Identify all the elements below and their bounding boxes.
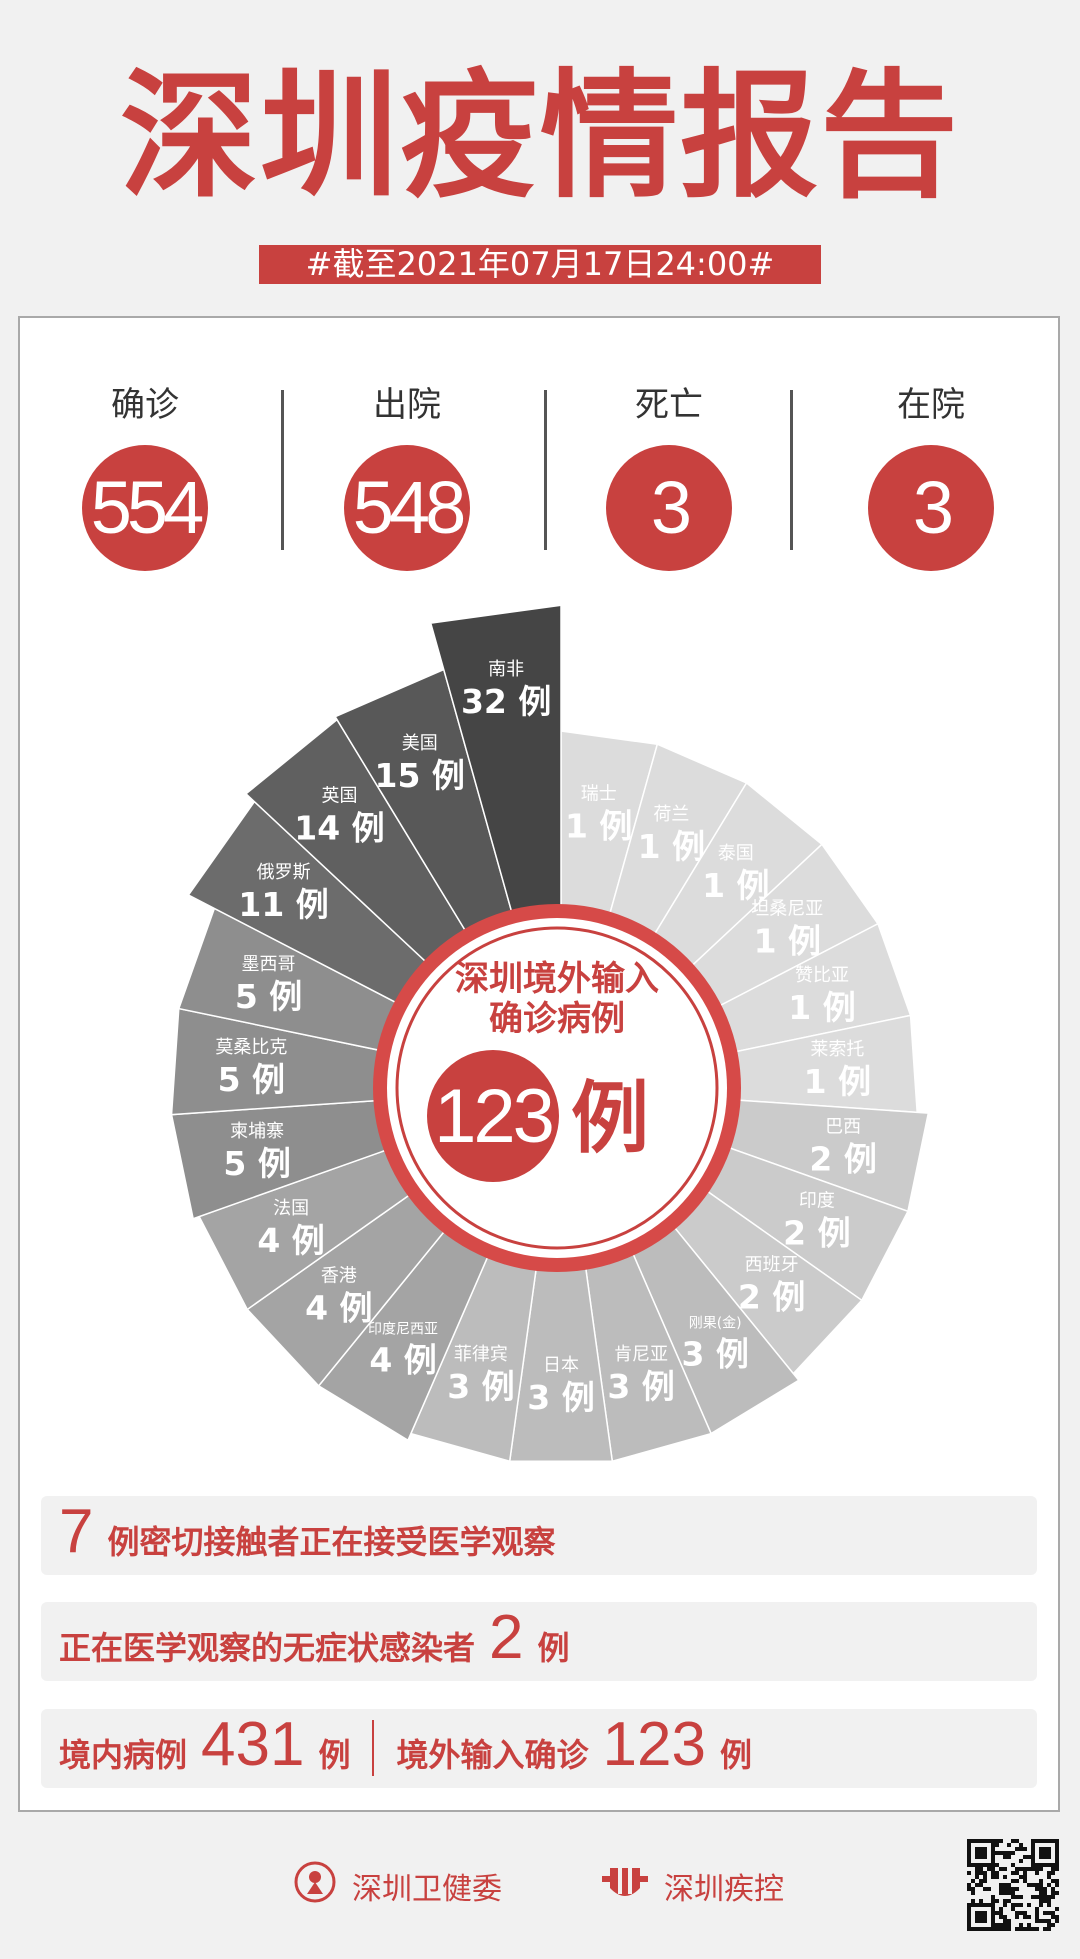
stat-label: 在院 bbox=[897, 385, 965, 425]
wedge-value: 3 例 bbox=[527, 1378, 594, 1417]
wedge-value: 1 例 bbox=[804, 1062, 871, 1101]
wedge-value: 4 例 bbox=[369, 1341, 436, 1380]
wedge-label: 赞比亚 bbox=[795, 965, 849, 986]
imported-unit: 例 bbox=[719, 1736, 752, 1774]
imported-label: 境外输入确诊 bbox=[396, 1736, 589, 1774]
close-contacts-box: 7 例密切接触者正在接受医学观察 bbox=[41, 1496, 1037, 1575]
wedge-value: 1 例 bbox=[788, 988, 855, 1027]
wedge-value: 2 例 bbox=[783, 1214, 850, 1253]
wedge-label: 莫桑比克 bbox=[215, 1037, 287, 1058]
total-unit: 例 bbox=[571, 1074, 649, 1164]
center-title-line2: 确诊病例 bbox=[489, 999, 625, 1039]
wedge-value: 11 例 bbox=[238, 885, 328, 924]
asymptomatic-unit: 例 bbox=[537, 1629, 570, 1667]
wedge-value: 14 例 bbox=[294, 809, 384, 848]
stat-hospitalized: 在院 3 bbox=[831, 385, 1031, 571]
asymptomatic-box: 正在医学观察的无症状感染者 2 例 bbox=[41, 1602, 1037, 1681]
wedge-label: 南非 bbox=[488, 659, 524, 680]
stat-value: 554 bbox=[82, 445, 208, 571]
center-title-line1: 深圳境外输入 bbox=[455, 959, 659, 999]
wedge-value: 3 例 bbox=[607, 1367, 674, 1406]
wedge-label: 巴西 bbox=[825, 1117, 861, 1138]
wedge-label: 美国 bbox=[402, 733, 438, 754]
case-split-box: 境内病例 431 例 境外输入确诊 123 例 bbox=[41, 1709, 1037, 1788]
divider bbox=[544, 390, 547, 550]
wedge-value: 5 例 bbox=[235, 977, 302, 1016]
asymptomatic-value: 2 bbox=[489, 1603, 524, 1672]
stat-label: 确诊 bbox=[111, 385, 179, 425]
imported-value: 123 bbox=[602, 1710, 706, 1779]
wedge-label: 荷兰 bbox=[653, 804, 689, 825]
stat-value: 3 bbox=[606, 445, 732, 571]
asymptomatic-text: 正在医学观察的无症状感染者 bbox=[59, 1629, 476, 1667]
divider bbox=[281, 390, 284, 550]
wedge-label: 柬埔寨 bbox=[230, 1121, 284, 1142]
wedge-value: 15 例 bbox=[375, 756, 465, 795]
page-title: 深圳疫情报告 bbox=[119, 56, 960, 217]
wedge-label: 刚果(金) bbox=[689, 1316, 742, 1332]
wedge-label: 莱索托 bbox=[810, 1039, 864, 1060]
footer-org-cdc: 深圳疾控 bbox=[664, 1872, 784, 1907]
wedge-label: 香港 bbox=[321, 1265, 357, 1286]
stat-label: 出院 bbox=[373, 385, 441, 425]
wedge-value: 2 例 bbox=[738, 1278, 805, 1317]
center-inner-ring bbox=[395, 926, 719, 1250]
wedge-value: 2 例 bbox=[809, 1140, 876, 1179]
health-commission-logo-icon bbox=[294, 1861, 336, 1903]
total-circle bbox=[427, 1050, 559, 1182]
wedge-label: 泰国 bbox=[718, 843, 754, 864]
wedge-label: 瑞士 bbox=[581, 784, 617, 805]
wedge-value: 4 例 bbox=[257, 1221, 324, 1260]
divider bbox=[372, 1720, 375, 1776]
wedge-label: 日本 bbox=[543, 1355, 579, 1376]
wedge-value: 4 例 bbox=[305, 1288, 372, 1327]
local-unit: 例 bbox=[318, 1736, 351, 1774]
wedge-value: 3 例 bbox=[447, 1367, 514, 1406]
wedge-label: 俄罗斯 bbox=[257, 862, 311, 883]
wedge-value: 1 例 bbox=[702, 866, 769, 905]
chart-center: 深圳境外输入 确诊病例 123 例 bbox=[373, 904, 741, 1272]
cdc-logo-icon bbox=[602, 1868, 648, 1896]
wedge-label: 坦桑尼亚 bbox=[751, 898, 823, 919]
wedge-label: 印度尼西亚 bbox=[368, 1322, 438, 1338]
wedge-label: 英国 bbox=[321, 786, 357, 807]
wedge-value: 5 例 bbox=[223, 1144, 290, 1183]
wedge-label: 法国 bbox=[273, 1198, 309, 1219]
qr-code-icon[interactable] bbox=[966, 1838, 1060, 1932]
total-value: 123 bbox=[434, 1074, 552, 1159]
stat-discharged: 出院 548 bbox=[307, 385, 507, 571]
divider bbox=[790, 390, 793, 550]
wedge-value: 32 例 bbox=[461, 682, 551, 721]
local-label: 境内病例 bbox=[59, 1736, 188, 1774]
stat-confirmed: 确诊 554 bbox=[45, 385, 245, 571]
stat-value: 548 bbox=[344, 445, 470, 571]
footer-org-health-commission: 深圳卫健委 bbox=[352, 1872, 502, 1907]
wedge-value: 1 例 bbox=[638, 827, 705, 866]
stat-label: 死亡 bbox=[635, 385, 703, 425]
wedge-value: 5 例 bbox=[218, 1060, 285, 1099]
local-value: 431 bbox=[201, 1710, 305, 1779]
wedge-label: 印度 bbox=[799, 1191, 835, 1212]
wedge-value: 3 例 bbox=[681, 1335, 748, 1374]
stat-value: 3 bbox=[868, 445, 994, 571]
wedge-label: 西班牙 bbox=[745, 1255, 799, 1276]
wedge-label: 肯尼亚 bbox=[614, 1344, 668, 1365]
wedge-value: 1 例 bbox=[754, 921, 821, 960]
close-contacts-value: 7 bbox=[59, 1497, 94, 1566]
wedge-value: 1 例 bbox=[565, 807, 632, 846]
stat-deaths: 死亡 3 bbox=[569, 385, 769, 571]
date-banner: #截至2021年07月17日24:00# bbox=[259, 245, 821, 284]
wedge-label: 菲律宾 bbox=[454, 1344, 508, 1365]
wedge-label: 墨西哥 bbox=[242, 954, 296, 975]
close-contacts-text: 例密切接触者正在接受医学观察 bbox=[107, 1523, 556, 1561]
